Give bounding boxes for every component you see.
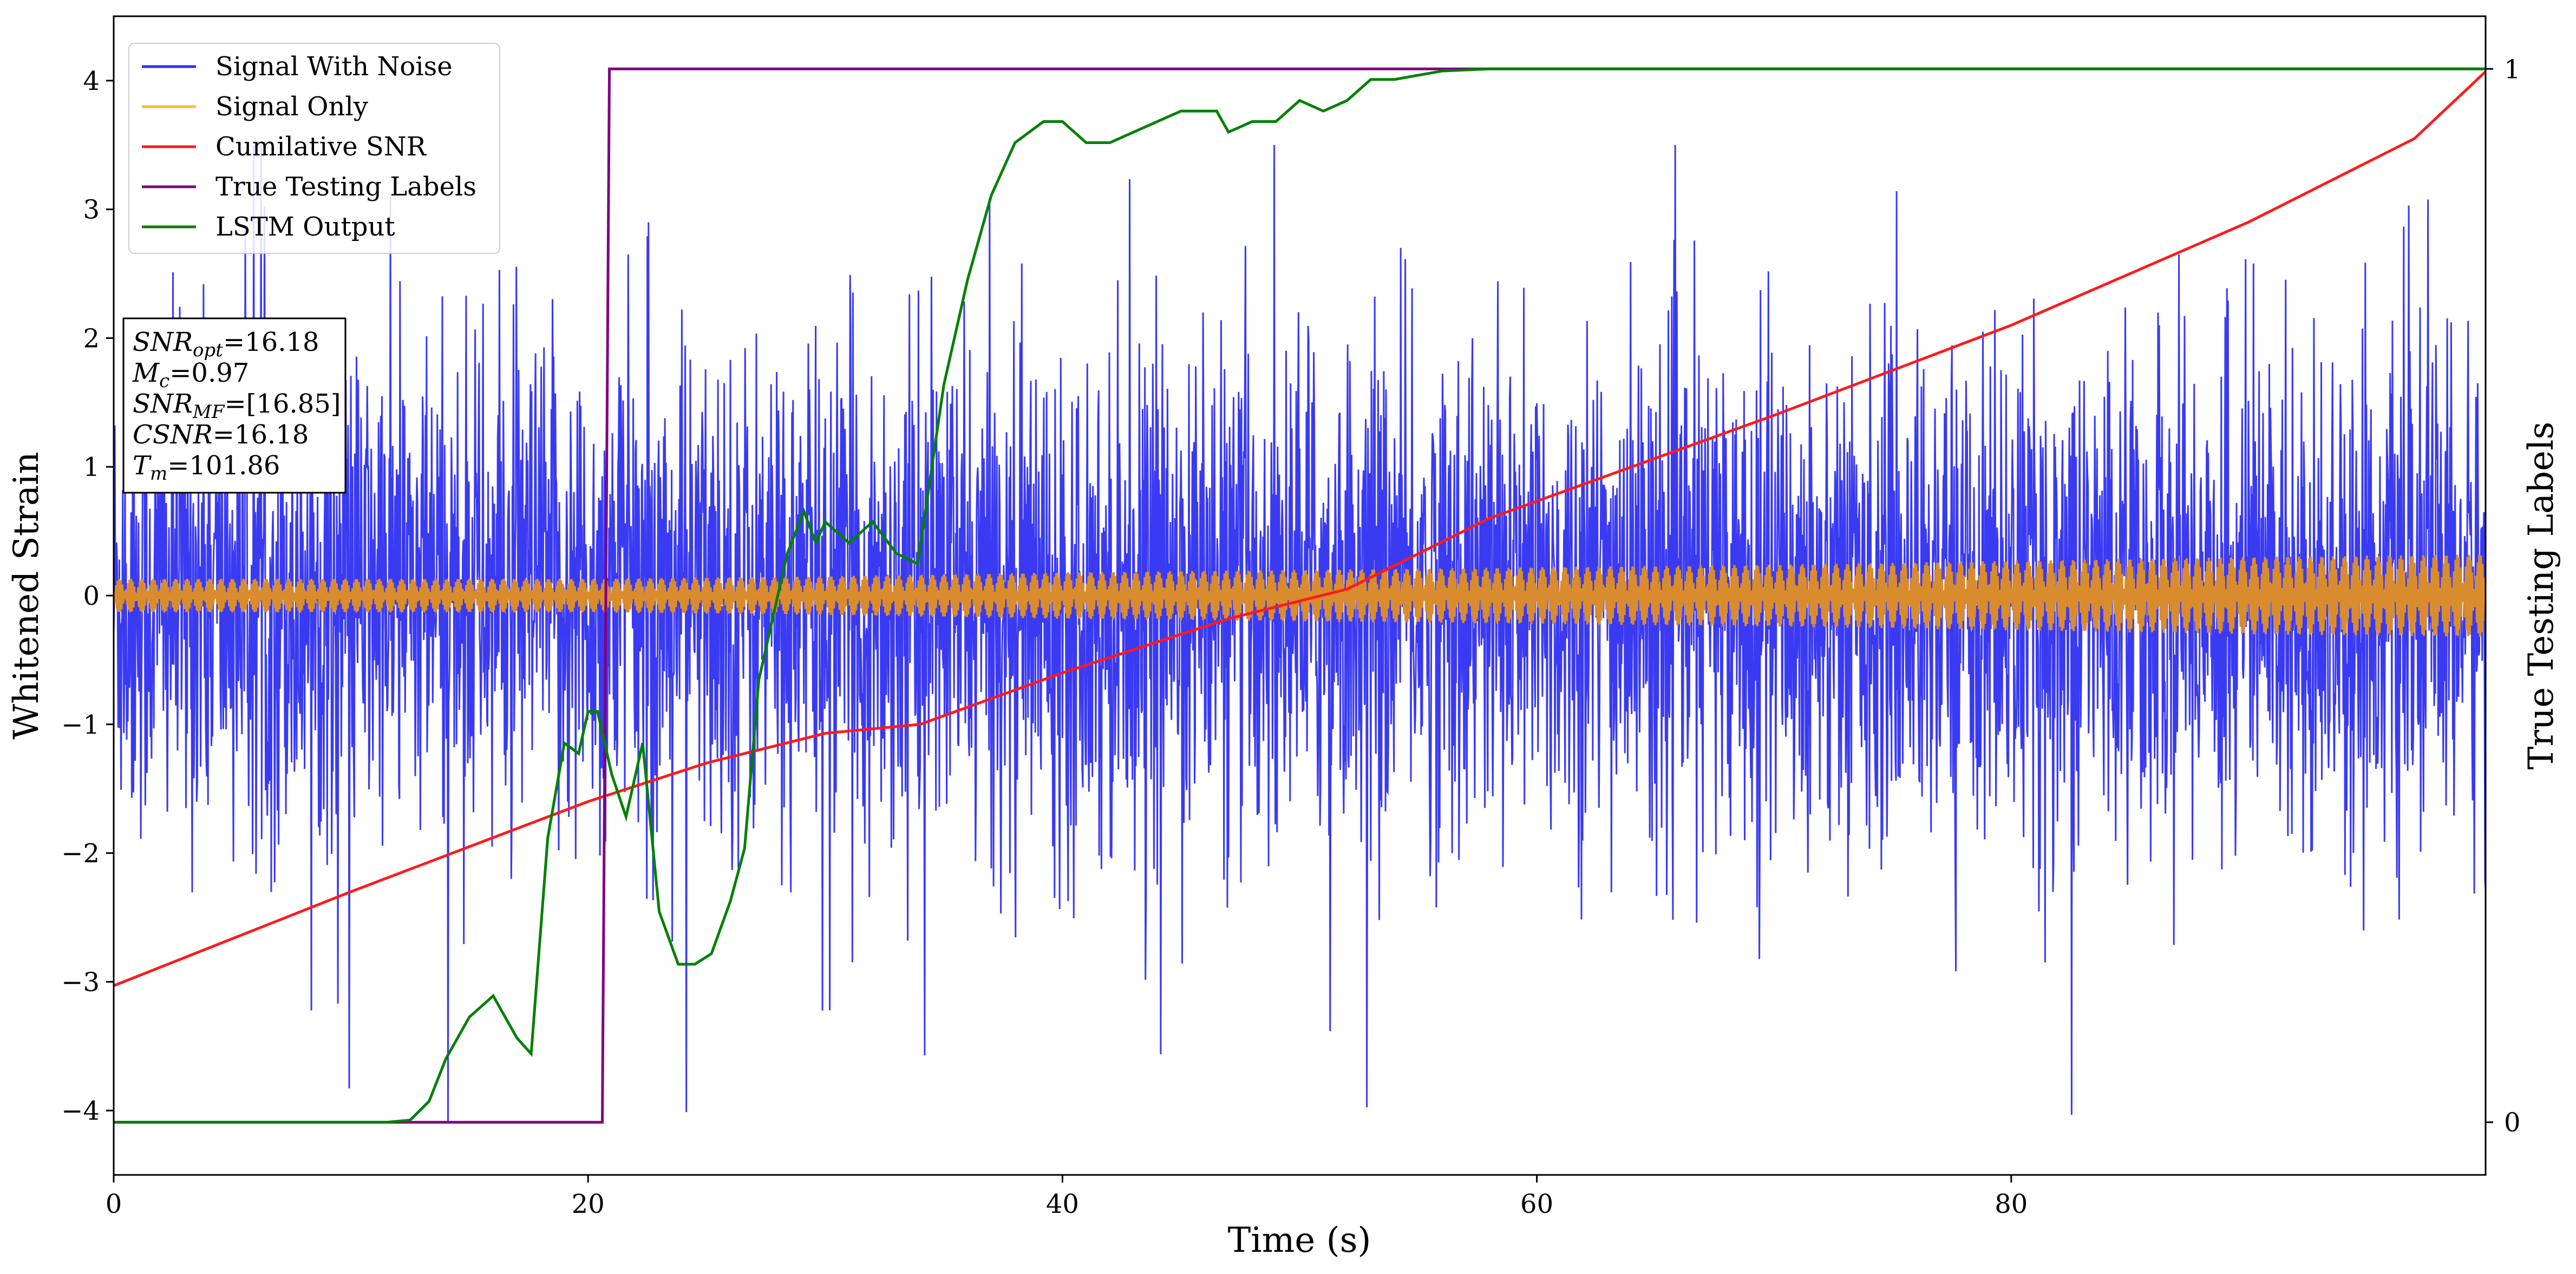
y-tick-label: 0 (83, 581, 100, 611)
legend-label-true-testing-labels: True Testing Labels (215, 172, 476, 202)
legend: Signal With Noise Signal Only Cumilative S… (128, 43, 500, 254)
x-tick-label: 0 (106, 1189, 122, 1219)
y2-tick-label: 1 (2504, 54, 2521, 84)
y-tick-label: 1 (83, 452, 100, 482)
y-tick-label: −3 (61, 967, 100, 997)
y-axis-label: Whitened Strain (6, 452, 47, 739)
y2-tick-label: 0 (2504, 1108, 2521, 1138)
legend-label-signal-with-noise: Signal With Noise (215, 51, 453, 82)
info-line: Tm=101.86 (133, 450, 280, 485)
y-tick-label: −4 (61, 1096, 100, 1126)
y-tick-label: 4 (83, 66, 100, 96)
legend-label-cumilative-snr: Cumilative SNR (215, 132, 427, 162)
y-tick-label: 2 (83, 323, 100, 354)
y-tick-label: −1 (61, 710, 100, 740)
info-line: Mc=0.97 (132, 358, 249, 392)
y-tick-label: −2 (61, 839, 100, 869)
series-signal-with-noise (114, 145, 2486, 1123)
x-tick-label: 80 (1995, 1189, 2028, 1219)
info-line: CSNR=16.18 (133, 420, 309, 450)
info-box: SNRopt=16.18Mc=0.97SNRMF=[16.85]CSNR=16.… (122, 317, 346, 494)
series-signal-only (114, 554, 2486, 637)
legend-box (128, 43, 500, 254)
legend-label-signal-only: Signal Only (215, 92, 368, 122)
series-lstm-output (114, 67, 2486, 1124)
y-tick-label: 3 (83, 195, 100, 225)
info-box-frame (122, 317, 346, 494)
x-axis: 0 20 40 60 80 (106, 1175, 2028, 1219)
x-tick-label: 60 (1520, 1189, 1553, 1219)
y-axis-right: 01 (2486, 54, 2521, 1138)
plot-area (114, 67, 2486, 1124)
info-line: SNRopt=16.18 (133, 327, 319, 361)
x-tick-label: 20 (572, 1189, 605, 1219)
x-axis-label: Time (s) (1228, 1220, 1371, 1260)
series-cumilative-snr (114, 70, 2486, 987)
x-tick-label: 40 (1046, 1189, 1079, 1219)
legend-label-lstm-output: LSTM Output (215, 212, 395, 242)
y2-axis-label: True Testing Labels (2521, 422, 2561, 770)
y-axis-left: −4 −3 −2 −1 0 1 2 3 4 (61, 66, 114, 1126)
info-line: SNRMF=[16.85] (133, 389, 341, 423)
